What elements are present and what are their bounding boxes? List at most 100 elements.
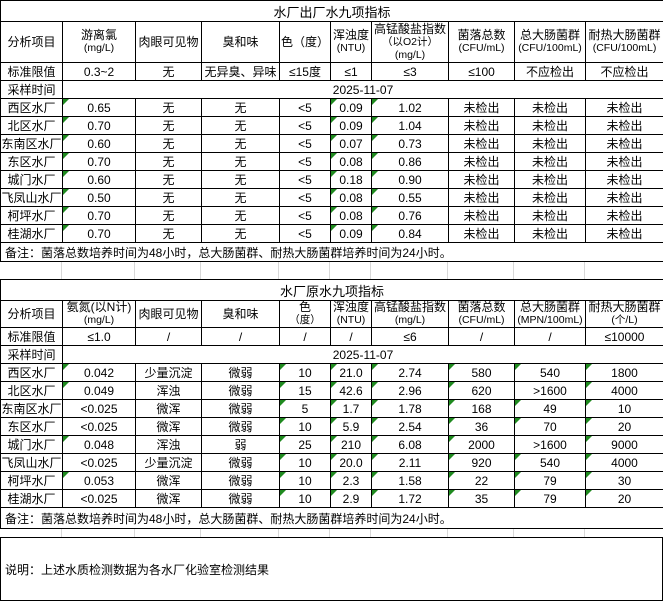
value-cell[interactable]: 无: [202, 135, 280, 153]
value-cell[interactable]: 10: [280, 454, 331, 472]
value-cell[interactable]: 36: [449, 418, 515, 436]
value-cell[interactable]: 未检出: [449, 189, 515, 207]
plant-name-cell[interactable]: 北区水厂: [1, 382, 63, 400]
value-cell[interactable]: 2.9: [331, 490, 372, 508]
value-cell[interactable]: <5: [280, 99, 331, 117]
value-cell[interactable]: 70: [515, 418, 586, 436]
value-cell[interactable]: 2.96: [372, 382, 449, 400]
column-header-color[interactable]: 色（度）: [280, 22, 331, 63]
limit-label-cell[interactable]: 标准限值: [1, 328, 63, 346]
value-cell[interactable]: 0.08: [331, 207, 372, 225]
plant-name-cell[interactable]: 飞凤山水厂: [1, 189, 63, 207]
value-cell[interactable]: 2.54: [372, 418, 449, 436]
plant-name-cell[interactable]: 城门水厂: [1, 171, 63, 189]
column-header-turbidity[interactable]: 浑浊度(NTU): [331, 301, 372, 328]
value-cell[interactable]: 未检出: [449, 135, 515, 153]
plant-name-cell[interactable]: 桂湖水厂: [1, 225, 63, 243]
value-cell[interactable]: 0.70: [63, 153, 136, 171]
limit-value-cell[interactable]: /: [280, 328, 331, 346]
value-cell[interactable]: 22: [449, 472, 515, 490]
column-header-total-coliform[interactable]: 总大肠菌群(MPN/100mL): [515, 301, 586, 328]
value-cell[interactable]: 0.76: [372, 207, 449, 225]
column-header-free-chlorine[interactable]: 游离氯(mg/L): [63, 22, 136, 63]
plant-name-cell[interactable]: 柯坪水厂: [1, 207, 63, 225]
value-cell[interactable]: <5: [280, 207, 331, 225]
column-header-colony-count[interactable]: 菌落总数(CFU/mL): [449, 22, 515, 63]
value-cell[interactable]: 微弱: [202, 454, 280, 472]
value-cell[interactable]: 10: [280, 418, 331, 436]
value-cell[interactable]: 30: [586, 472, 663, 490]
value-cell[interactable]: 无: [136, 153, 202, 171]
value-cell[interactable]: 0.70: [63, 117, 136, 135]
value-cell[interactable]: <0.025: [63, 454, 136, 472]
value-cell[interactable]: 0.70: [63, 225, 136, 243]
value-cell[interactable]: 未检出: [586, 207, 663, 225]
value-cell[interactable]: 540: [515, 454, 586, 472]
value-cell[interactable]: 0.60: [63, 171, 136, 189]
column-header-analysis-item[interactable]: 分析项目: [1, 22, 63, 63]
value-cell[interactable]: 5.9: [331, 418, 372, 436]
value-cell[interactable]: 未检出: [515, 225, 586, 243]
value-cell[interactable]: 0.18: [331, 171, 372, 189]
value-cell[interactable]: <5: [280, 189, 331, 207]
value-cell[interactable]: 168: [449, 400, 515, 418]
value-cell[interactable]: 微浑: [136, 418, 202, 436]
value-cell[interactable]: 未检出: [449, 225, 515, 243]
value-cell[interactable]: 0.049: [63, 382, 136, 400]
limit-value-cell[interactable]: /: [136, 328, 202, 346]
value-cell[interactable]: >1600: [515, 436, 586, 454]
value-cell[interactable]: 无: [136, 99, 202, 117]
value-cell[interactable]: 未检出: [586, 225, 663, 243]
limit-value-cell[interactable]: /: [515, 328, 586, 346]
plant-name-cell[interactable]: 西区水厂: [1, 364, 63, 382]
value-cell[interactable]: 0.50: [63, 189, 136, 207]
limit-value-cell[interactable]: 不应检出: [515, 63, 586, 81]
value-cell[interactable]: 2.11: [372, 454, 449, 472]
value-cell[interactable]: 无: [136, 171, 202, 189]
value-cell[interactable]: 10: [280, 364, 331, 382]
value-cell[interactable]: 21.0: [331, 364, 372, 382]
plant-name-cell[interactable]: 东区水厂: [1, 418, 63, 436]
value-cell[interactable]: <0.025: [63, 418, 136, 436]
limit-value-cell[interactable]: ≤6: [372, 328, 449, 346]
column-header-color[interactable]: 色（度）: [280, 301, 331, 328]
limit-value-cell[interactable]: ≤1: [331, 63, 372, 81]
value-cell[interactable]: 微浑: [136, 490, 202, 508]
value-cell[interactable]: 0.053: [63, 472, 136, 490]
limit-value-cell[interactable]: 0.3~2: [63, 63, 136, 81]
value-cell[interactable]: <5: [280, 135, 331, 153]
value-cell[interactable]: 10: [280, 490, 331, 508]
limit-value-cell[interactable]: /: [202, 328, 280, 346]
value-cell[interactable]: 未检出: [449, 117, 515, 135]
plant-name-cell[interactable]: 北区水厂: [1, 117, 63, 135]
value-cell[interactable]: 无: [202, 171, 280, 189]
plant-name-cell[interactable]: 飞凤山水厂: [1, 454, 63, 472]
plant-name-cell[interactable]: 柯坪水厂: [1, 472, 63, 490]
table-title-cell[interactable]: 水厂原水九项指标: [1, 280, 663, 301]
value-cell[interactable]: 未检出: [515, 189, 586, 207]
value-cell[interactable]: 未检出: [586, 99, 663, 117]
plant-name-cell[interactable]: 西区水厂: [1, 99, 63, 117]
value-cell[interactable]: 未检出: [515, 153, 586, 171]
value-cell[interactable]: 15: [280, 382, 331, 400]
value-cell[interactable]: 0.07: [331, 135, 372, 153]
column-header-thermotolerant-coliform[interactable]: 耐热大肠菌群(CFU/100mL): [586, 22, 663, 63]
value-cell[interactable]: 无: [136, 225, 202, 243]
value-cell[interactable]: 微弱: [202, 364, 280, 382]
plant-name-cell[interactable]: 东南区水厂: [1, 400, 63, 418]
value-cell[interactable]: 少量沉淀: [136, 454, 202, 472]
value-cell[interactable]: 未检出: [449, 99, 515, 117]
value-cell[interactable]: 无: [136, 117, 202, 135]
value-cell[interactable]: 微弱: [202, 490, 280, 508]
value-cell[interactable]: 0.86: [372, 153, 449, 171]
column-header-odor-taste[interactable]: 臭和味: [202, 22, 280, 63]
value-cell[interactable]: 未检出: [449, 153, 515, 171]
value-cell[interactable]: 42.6: [331, 382, 372, 400]
value-cell[interactable]: 微弱: [202, 400, 280, 418]
value-cell[interactable]: 未检出: [515, 117, 586, 135]
value-cell[interactable]: 0.08: [331, 153, 372, 171]
column-header-colony-count[interactable]: 菌落总数(CFU/mL): [449, 301, 515, 328]
value-cell[interactable]: 无: [202, 225, 280, 243]
value-cell[interactable]: 未检出: [449, 207, 515, 225]
value-cell[interactable]: 未检出: [586, 117, 663, 135]
